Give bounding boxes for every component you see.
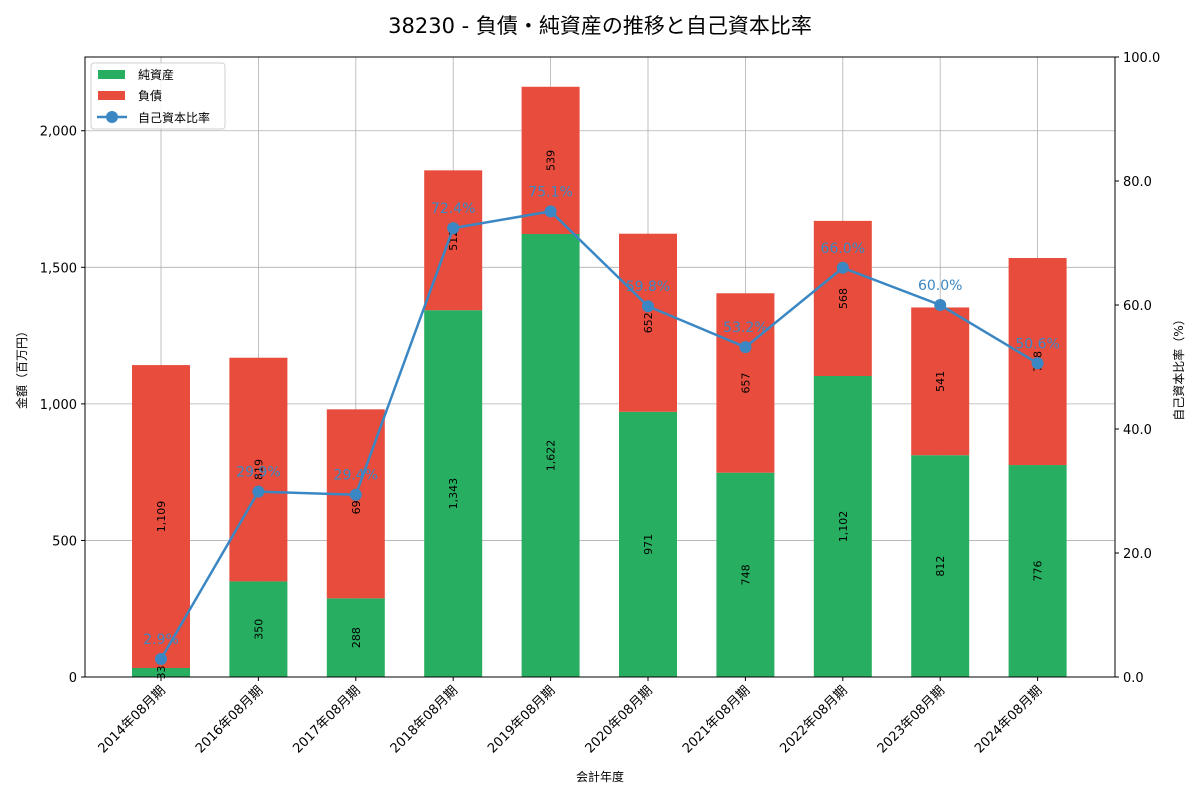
x-axis-label: 会計年度	[576, 769, 624, 784]
bar-net-assets	[326, 598, 385, 677]
bar-net-assets	[813, 376, 872, 677]
net-assets-value-label: 971	[642, 534, 655, 555]
ratio-marker	[642, 300, 654, 313]
ratio-value-label: 66.0%	[821, 241, 865, 257]
ratio-value-label: 50.6%	[1015, 336, 1059, 352]
bar-net-assets	[1008, 465, 1067, 677]
liabilities-value-label: 1,109	[155, 501, 168, 533]
bar-net-assets	[521, 233, 580, 677]
ratio-value-label: 59.8%	[626, 279, 670, 295]
ratio-marker	[1031, 357, 1044, 370]
ratio-value-label: 2.9%	[143, 632, 179, 648]
y2-tick-label: 80.0	[1123, 175, 1152, 190]
ratio-value-label: 60.0%	[918, 278, 962, 294]
x-tick-label: 2024年08月期	[972, 683, 1045, 756]
ratio-value-label: 53.2%	[723, 320, 767, 336]
net-assets-value-label: 288	[350, 627, 363, 648]
bar-liabilities	[911, 307, 970, 456]
y-tick-label: 1,000	[40, 398, 77, 413]
ratio-marker	[544, 205, 557, 218]
bar-liabilities	[716, 293, 775, 473]
x-tick-label: 2017年08月期	[290, 683, 363, 756]
bar-net-assets	[619, 411, 677, 677]
x-tick-label: 2018年08月期	[388, 683, 461, 756]
x-tick-label: 2023年08月期	[875, 683, 948, 756]
x-tick-label: 2021年08月期	[680, 683, 753, 756]
ratio-marker	[349, 488, 362, 501]
net-assets-value-label: 1,102	[837, 511, 850, 543]
x-tick-label: 2014年08月期	[96, 683, 169, 756]
liabilities-value-label: 657	[739, 372, 752, 393]
liabilities-value-label: 541	[934, 371, 947, 392]
bar-net-assets	[424, 310, 483, 677]
bar-liabilities	[424, 170, 483, 311]
y2-tick-label: 20.0	[1123, 547, 1152, 562]
ratio-value-label: 29.9%	[236, 465, 280, 481]
y-tick-label: 1,500	[40, 261, 77, 276]
bar-net-assets	[911, 455, 970, 677]
net-assets-value-label: 33	[155, 665, 168, 679]
x-tick-label: 2016年08月期	[193, 683, 266, 756]
liabilities-value-label: 652	[642, 312, 655, 333]
bar-net-assets	[716, 472, 775, 677]
y-tick-label: 500	[52, 534, 77, 549]
ratio-marker	[252, 485, 265, 498]
x-tick-label: 2020年08月期	[583, 683, 656, 756]
ratio-line: 2.9% 29.9% 29.4% 72.4% 75.1% 59.8% 53.2% 66.0% 6…	[143, 184, 1060, 666]
bar-liabilities	[619, 233, 677, 412]
y2-tick-label: 100.0	[1123, 51, 1160, 66]
y2-tick-label: 60.0	[1123, 299, 1152, 314]
liabilities-value-label: 539	[545, 150, 558, 171]
liabilities-value-label: 568	[837, 288, 850, 309]
bar-liabilities	[813, 220, 872, 377]
ratio-value-label: 72.4%	[431, 201, 475, 217]
bar-liabilities	[229, 357, 288, 582]
y-tick-label: 0	[69, 671, 77, 686]
y-axis-label: 金額（百万円）	[14, 325, 29, 409]
bars	[132, 86, 1067, 677]
net-assets-value-label: 776	[1032, 561, 1045, 582]
net-assets-value-label: 748	[739, 564, 752, 585]
y2-axis-label: 自己資本比率（%）	[1171, 313, 1186, 420]
bar-net-assets	[229, 581, 288, 677]
ratio-marker	[739, 341, 752, 354]
ratio-marker	[836, 261, 849, 274]
bar-net-assets	[132, 667, 190, 677]
y2-tick-label: 0.0	[1123, 671, 1144, 686]
net-assets-value-label: 350	[252, 619, 265, 640]
legend-net-assets: 純資産	[138, 67, 174, 82]
x-tick-label: 2019年08月期	[485, 683, 558, 756]
net-assets-value-label: 1,343	[447, 478, 460, 510]
net-assets-value-label: 812	[934, 556, 947, 577]
legend-equity-ratio: 自己資本比率	[138, 110, 210, 125]
ratio-value-label: 75.1%	[528, 184, 572, 200]
ratio-value-label: 29.4%	[334, 468, 378, 484]
y2-tick-label: 40.0	[1123, 423, 1152, 438]
ratio-marker	[447, 222, 460, 235]
chart-title: 38230 - 負債・純資産の推移と自己資本比率	[388, 14, 812, 38]
bar-liabilities	[132, 365, 190, 668]
ratio-marker	[934, 299, 947, 311]
x-tick-label: 2022年08月期	[777, 683, 850, 756]
legend-liabilities: 負債	[138, 88, 162, 103]
ratio-marker	[155, 653, 167, 666]
net-assets-value-label: 1,622	[545, 440, 558, 472]
liabilities-value-label: 819	[252, 459, 265, 480]
y-tick-label: 2,000	[40, 125, 77, 140]
